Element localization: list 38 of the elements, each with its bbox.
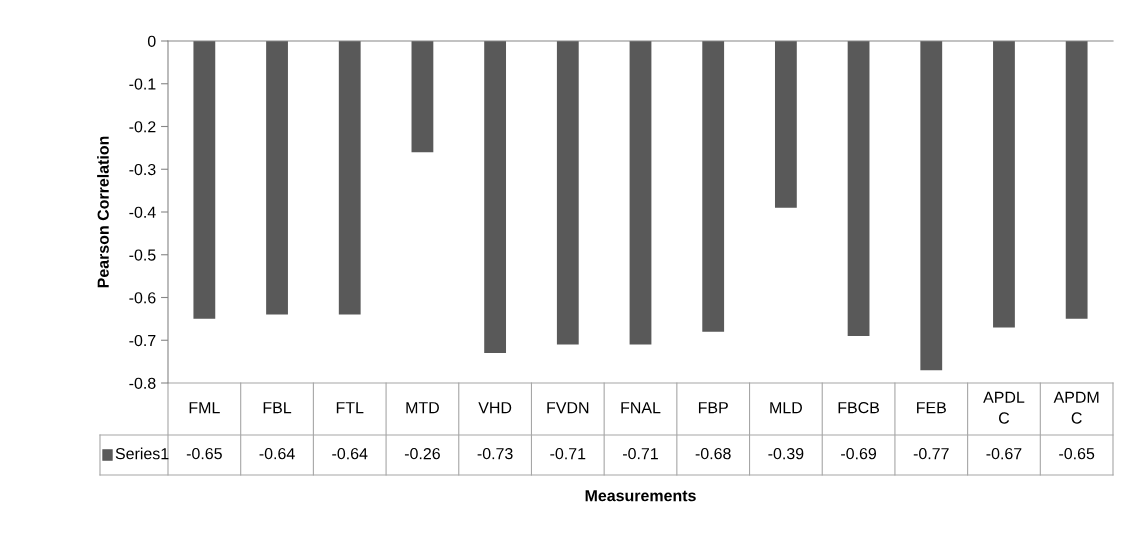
y-tick-label: -0.2 <box>129 121 156 133</box>
data-label: -0.71 <box>623 447 658 460</box>
x-tick-label: FBP <box>698 402 728 414</box>
y-tick-label: -0.4 <box>129 206 156 218</box>
y-tick-label: -0.1 <box>129 78 156 90</box>
y-axis-title: Pearson Correlation <box>97 136 109 288</box>
x-tick-label: FML <box>189 402 220 414</box>
data-label: -0.71 <box>550 447 586 460</box>
y-tick-label: -0.3 <box>129 163 156 176</box>
x-axis-title: Measurements <box>585 490 696 502</box>
data-label: -0.26 <box>404 447 440 460</box>
x-tick-label: FBL <box>263 402 292 414</box>
data-label: -0.69 <box>841 447 877 460</box>
data-label: -0.65 <box>1059 447 1095 460</box>
y-tick-label: -0.5 <box>129 249 156 261</box>
y-tick-label: 0 <box>147 35 156 47</box>
x-tick-label: MTD <box>406 402 439 414</box>
y-tick-label: -0.6 <box>129 292 156 304</box>
data-label: -0.39 <box>768 447 804 460</box>
x-tick-label: FBCB <box>838 401 880 414</box>
data-label: -0.64 <box>259 447 295 460</box>
x-tick-label: APDLC <box>983 391 1025 424</box>
x-tick-label: FTL <box>336 402 364 414</box>
data-label: -0.73 <box>477 447 513 460</box>
x-tick-label: FNAL <box>621 402 661 414</box>
data-label: -0.67 <box>986 447 1022 460</box>
y-tick-label: -0.7 <box>129 334 156 347</box>
x-tick-label: FEB <box>917 402 946 414</box>
data-label: -0.68 <box>695 447 731 460</box>
y-tick-label: -0.8 <box>129 377 156 389</box>
data-label: -0.65 <box>186 447 222 460</box>
x-tick-label: VHD <box>478 402 512 414</box>
x-tick-label: APDMC <box>1053 391 1099 424</box>
x-tick-label: MLD <box>770 402 802 414</box>
x-tick-label: FVDN <box>547 402 589 414</box>
data-label: -0.77 <box>913 447 949 460</box>
legend-label: Series1 <box>115 447 169 460</box>
data-label: -0.64 <box>332 447 368 460</box>
